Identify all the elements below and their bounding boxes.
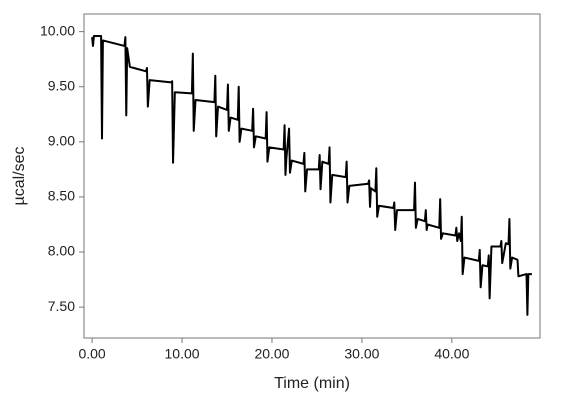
x-tick-label: 30.00 (344, 346, 379, 362)
y-tick-label: 7.50 (48, 298, 75, 314)
y-tick-label: 8.00 (48, 243, 75, 259)
x-tick-label: 10.00 (165, 346, 200, 362)
x-tick-label: 20.00 (254, 346, 289, 362)
y-tick-label: 10.00 (40, 22, 75, 38)
y-tick-label: 8.50 (48, 188, 75, 204)
x-tick-label: 0.00 (78, 346, 105, 362)
y-tick-label: 9.00 (48, 133, 75, 149)
plot-frame (83, 13, 541, 339)
x-axis-label: Time (min) (274, 375, 350, 392)
data-line (91, 35, 532, 316)
y-axis-label: µcal/sec (11, 146, 28, 205)
x-tick-label: 40.00 (434, 346, 469, 362)
y-tick-label: 9.50 (48, 77, 75, 93)
